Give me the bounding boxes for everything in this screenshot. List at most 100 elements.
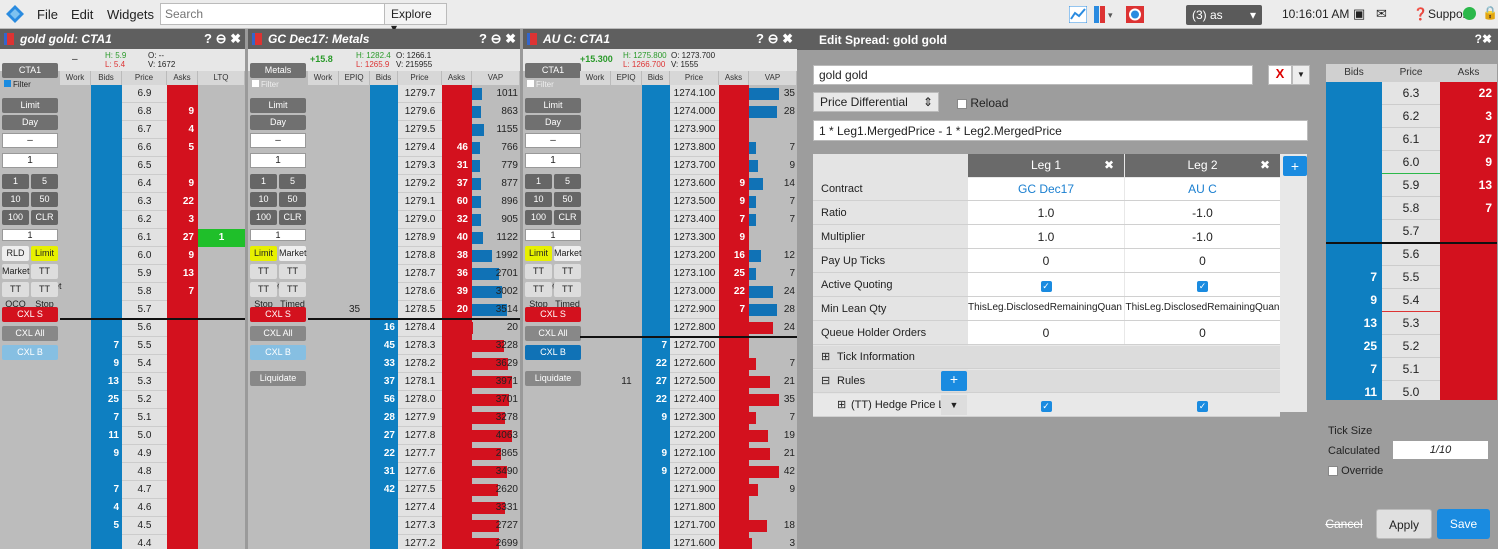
leg2-value[interactable]: AU C xyxy=(1188,182,1217,196)
price-cell[interactable]: 5.3 xyxy=(122,373,167,391)
qty-10-button[interactable]: 10 xyxy=(250,192,277,207)
bid-qty[interactable]: 7 xyxy=(113,412,119,423)
tif-select[interactable]: Day xyxy=(2,115,58,130)
order-type-button[interactable]: TT Stop xyxy=(525,282,552,309)
price-cell[interactable]: 6.3 xyxy=(122,193,167,211)
price-cell[interactable]: 1278.8 xyxy=(398,247,442,265)
ask-qty[interactable]: 13 xyxy=(182,268,194,279)
qty-5-button[interactable]: 5 xyxy=(31,174,58,189)
bid-qty[interactable]: 5 xyxy=(113,520,119,531)
bid-qty[interactable]: 13 xyxy=(107,376,119,387)
column-header[interactable]: Bids xyxy=(370,71,398,85)
column-header[interactable]: Asks xyxy=(1440,64,1497,82)
price-cell[interactable]: 1273.300 xyxy=(670,229,719,247)
price-cell[interactable]: 1278.7 xyxy=(398,265,442,283)
order-type-button[interactable]: TT OCO xyxy=(279,264,306,291)
price-cell[interactable]: 1277.2 xyxy=(398,535,442,549)
column-header[interactable]: Bids xyxy=(1326,64,1382,82)
column-header[interactable]: Asks xyxy=(442,71,472,85)
bid-qty[interactable]: 9 xyxy=(661,466,667,477)
add-rule-button[interactable]: + xyxy=(941,371,967,391)
order-type-button[interactable]: Market xyxy=(2,264,30,279)
bid-column[interactable] xyxy=(1326,82,1382,400)
bid-qty[interactable]: 9 xyxy=(661,448,667,459)
price-cell[interactable]: 1273.900 xyxy=(670,121,719,139)
price-cell[interactable]: 4.5 xyxy=(122,517,167,535)
bid-qty[interactable]: 33 xyxy=(383,358,395,369)
leg2-value[interactable]: 0 xyxy=(1199,326,1206,340)
order-type-select[interactable]: Limit xyxy=(250,98,306,113)
qty-100-button[interactable]: 100 xyxy=(2,210,29,225)
bid-qty[interactable]: 27 xyxy=(383,430,395,441)
bid-qty[interactable]: 16 xyxy=(383,322,395,333)
price-cell[interactable]: 5.9 xyxy=(122,265,167,283)
bid-qty[interactable]: 11 xyxy=(1364,385,1377,399)
explore-dropdown[interactable]: Explore ▾ xyxy=(384,3,447,35)
ask-qty[interactable]: 3 xyxy=(188,214,194,225)
price-cell[interactable]: 1277.9 xyxy=(398,409,442,427)
price-offset-input[interactable]: – xyxy=(2,133,58,148)
order-type-button[interactable]: TT Timed xyxy=(279,282,306,309)
price-cell[interactable]: 1278.2 xyxy=(398,355,442,373)
hedge-rule-row[interactable]: ⊞ (TT) Hedge Price Li ▼ ✓ ✓ xyxy=(813,394,1280,417)
leg1-value[interactable]: 0 xyxy=(1042,254,1050,268)
price-cell[interactable]: 1277.6 xyxy=(398,463,442,481)
price-cell[interactable]: 4.9 xyxy=(122,445,167,463)
ask-qty[interactable]: 7 xyxy=(739,304,745,315)
liquidate-button[interactable]: Liquidate xyxy=(525,371,581,386)
price-cell[interactable]: 1272.500 xyxy=(670,373,719,391)
price-cell[interactable]: 6.1 xyxy=(1382,128,1440,151)
active-quoting-leg1-checkbox[interactable]: ✓ xyxy=(969,278,1123,292)
ask-qty[interactable]: 25 xyxy=(733,268,745,279)
market-button[interactable]: Market xyxy=(279,246,307,261)
bid-qty[interactable]: 56 xyxy=(383,394,395,405)
mail-icon[interactable]: ✉ xyxy=(1376,6,1387,21)
ask-qty[interactable]: 7 xyxy=(188,286,194,297)
price-cell[interactable]: 5.4 xyxy=(122,355,167,373)
column-header[interactable]: Work xyxy=(308,71,339,85)
price-cell[interactable]: 1278.6 xyxy=(398,283,442,301)
ask-column[interactable] xyxy=(1440,82,1497,400)
ask-qty[interactable]: 36 xyxy=(456,268,468,279)
cancel-sell-button[interactable]: CXL S xyxy=(2,307,58,322)
tif-select[interactable]: Day xyxy=(250,115,306,130)
bid-column[interactable] xyxy=(642,85,670,549)
price-cell[interactable]: 1274.000 xyxy=(670,103,719,121)
price-cell[interactable]: 6.4 xyxy=(122,175,167,193)
price-cell[interactable]: 5.2 xyxy=(1382,335,1440,358)
price-cell[interactable]: 1272.000 xyxy=(670,463,719,481)
price-cell[interactable]: 5.4 xyxy=(1382,289,1440,312)
ask-qty[interactable]: 16 xyxy=(733,250,745,261)
price-cell[interactable]: 1279.5 xyxy=(398,121,442,139)
order-type-button[interactable]: TT Bracket xyxy=(525,264,556,291)
spread-name-input[interactable]: gold gold xyxy=(813,65,1253,85)
price-cell[interactable]: 1273.800 xyxy=(670,139,719,157)
bid-qty[interactable]: 9 xyxy=(661,412,667,423)
filter-checkbox[interactable]: Filter xyxy=(527,80,554,89)
column-header[interactable]: Price xyxy=(1382,64,1440,82)
price-cell[interactable]: 1273.500 xyxy=(670,193,719,211)
column-header[interactable]: Bids xyxy=(91,71,122,85)
tick-information-row[interactable]: ⊞ Tick Information xyxy=(813,346,1280,369)
price-cell[interactable]: 1279.1 xyxy=(398,193,442,211)
quantity-input[interactable]: 1 xyxy=(2,153,58,168)
expand-icon[interactable]: ⊞ xyxy=(837,399,847,411)
quantity-input[interactable]: 1 xyxy=(525,153,581,168)
price-cell[interactable]: 5.8 xyxy=(1382,197,1440,220)
price-cell[interactable]: 1279.3 xyxy=(398,157,442,175)
qty-1-button[interactable]: 1 xyxy=(250,174,277,189)
close-icon[interactable]: ✖ xyxy=(1103,158,1114,172)
limit-button[interactable]: Limit xyxy=(525,246,552,261)
ask-column[interactable] xyxy=(167,85,198,549)
leg1-value[interactable]: 1.0 xyxy=(1037,230,1055,244)
bid-qty[interactable]: 7 xyxy=(1370,362,1377,376)
bid-qty[interactable]: 42 xyxy=(383,484,395,495)
exchange-select[interactable]: X xyxy=(1268,65,1292,85)
order-type-button[interactable]: TT Bracket xyxy=(250,264,281,291)
order-qty-input[interactable]: 1 xyxy=(250,229,306,241)
ladder-icon[interactable]: ▾ xyxy=(1094,6,1118,23)
cancel-all-button[interactable]: CXL All xyxy=(250,326,306,341)
bid-qty[interactable]: 31 xyxy=(383,466,395,477)
price-cell[interactable]: 4.7 xyxy=(122,481,167,499)
ask-qty[interactable]: 7 xyxy=(1485,201,1492,215)
